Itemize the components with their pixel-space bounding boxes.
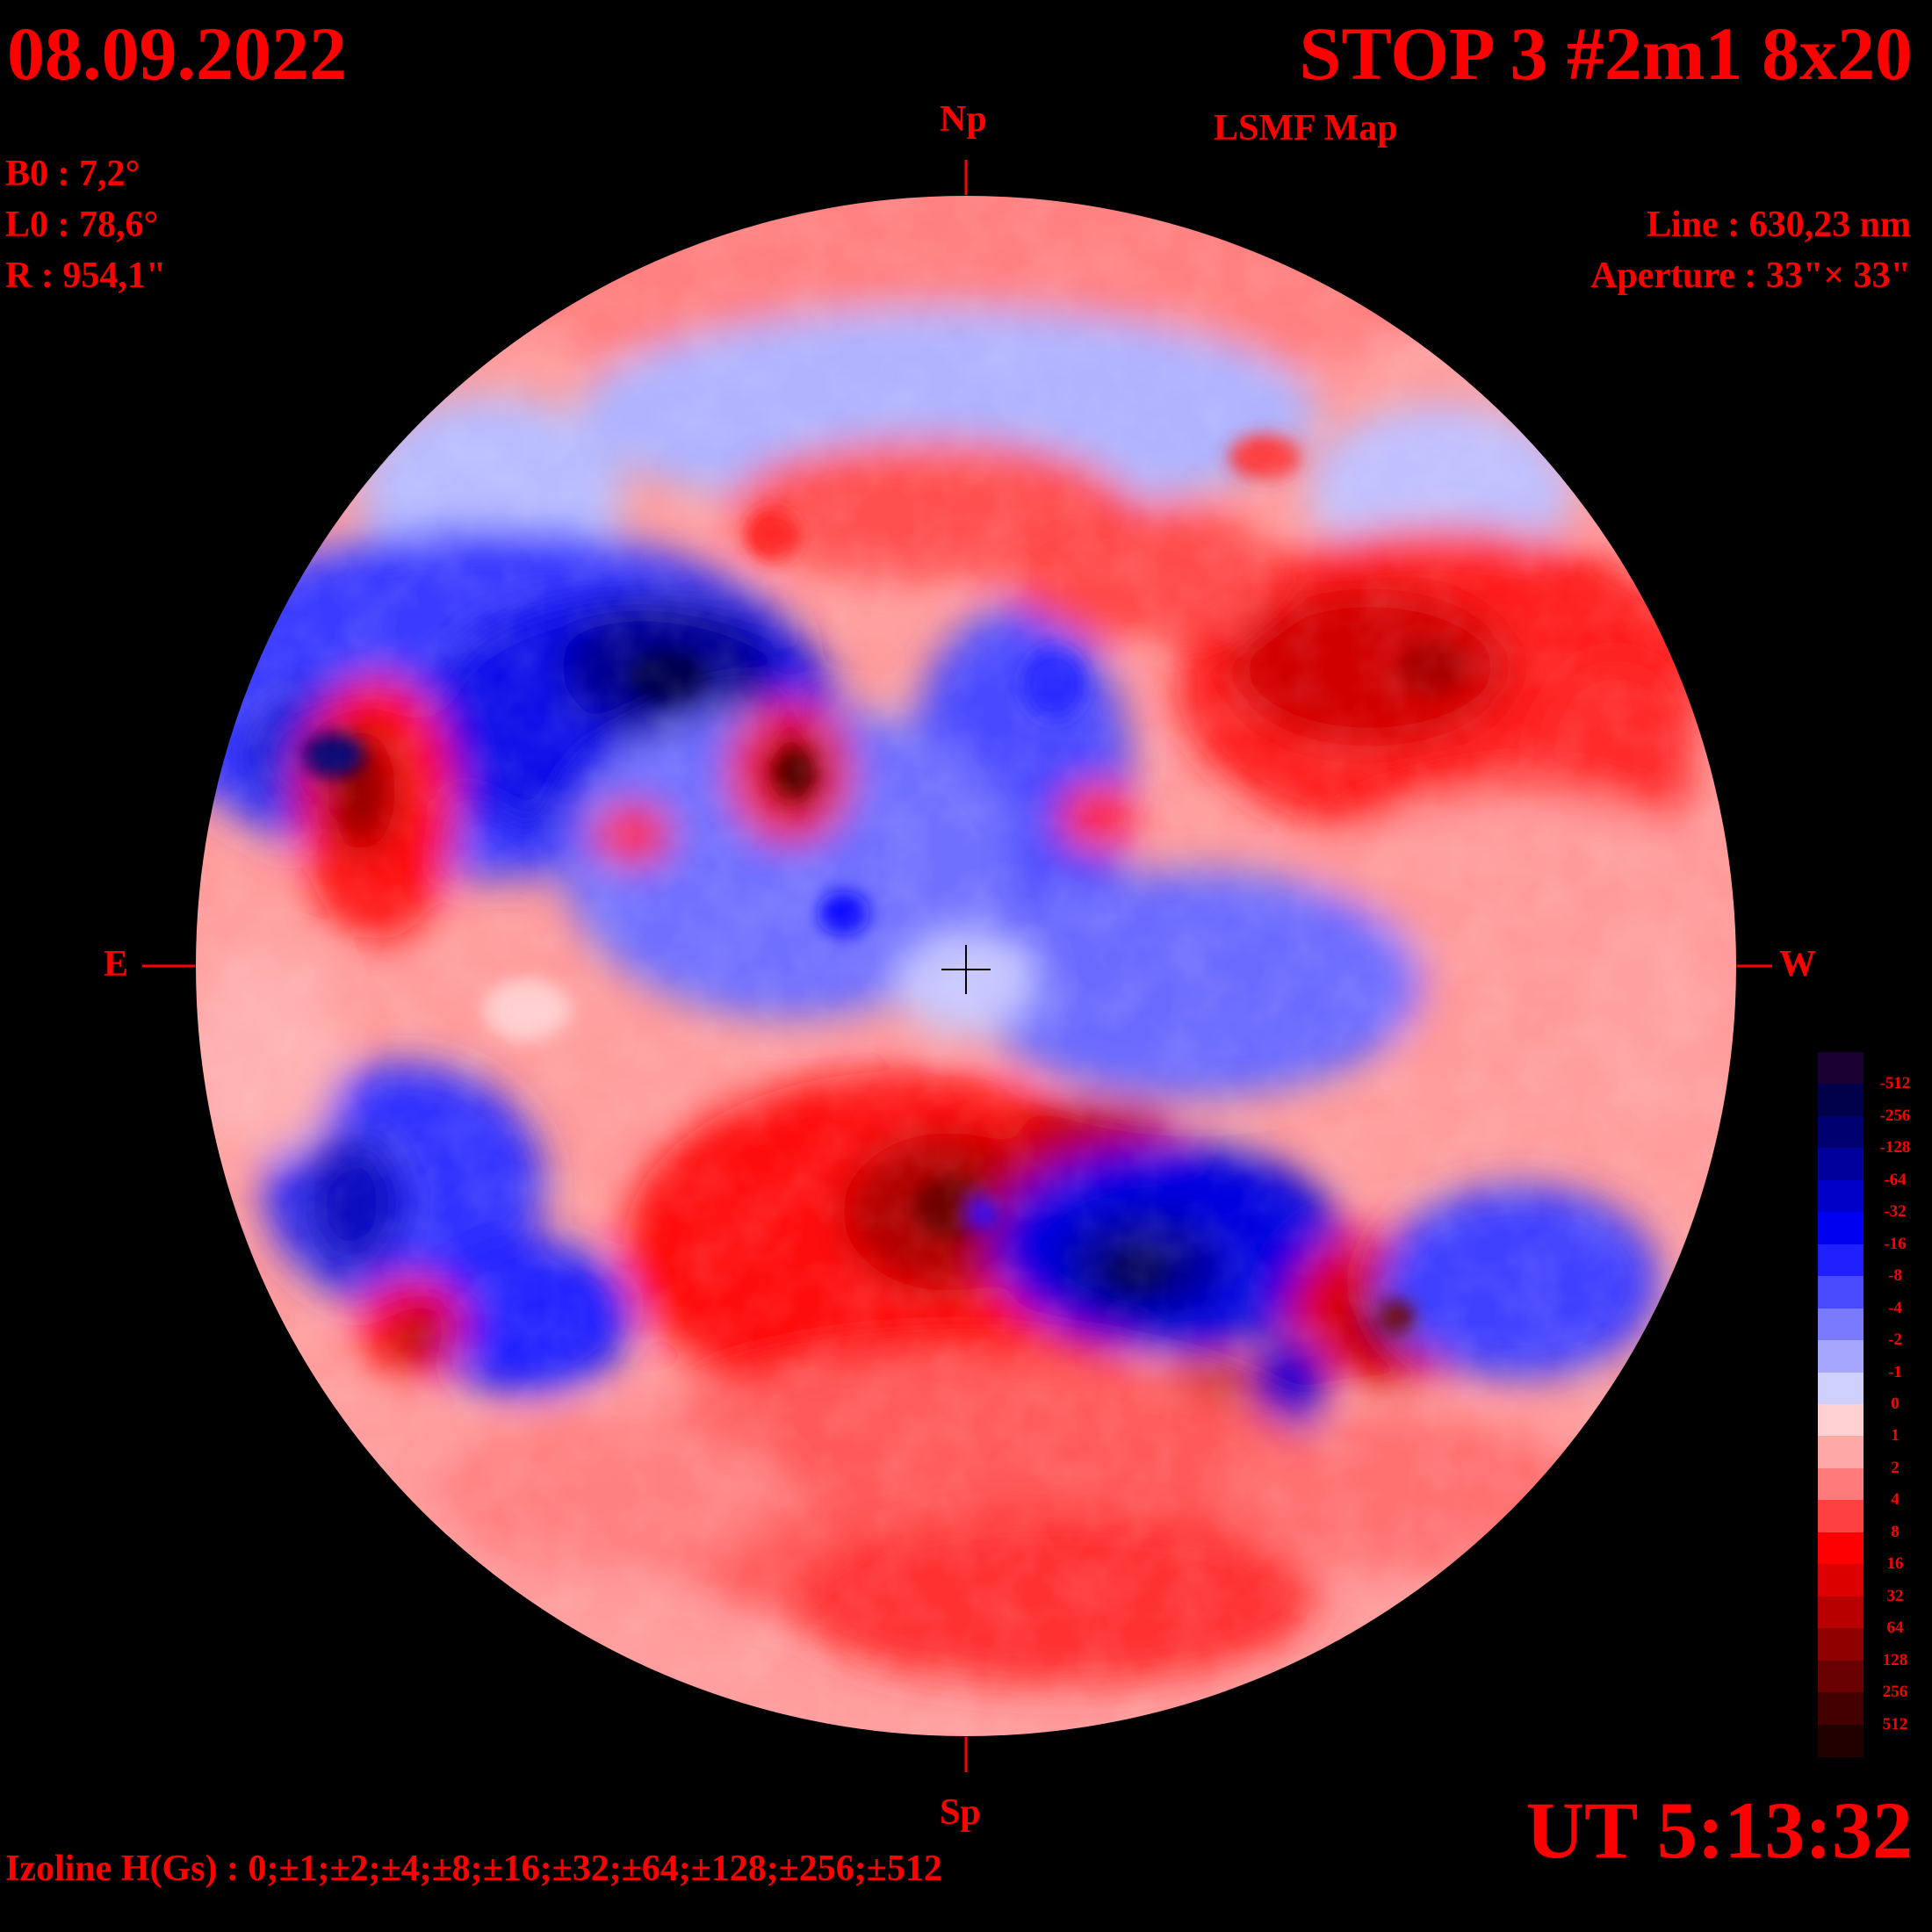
color-scale-label: 128 — [1882, 1650, 1908, 1669]
solar-disk — [195, 195, 1737, 1737]
color-scale-label: 4 — [1891, 1490, 1900, 1510]
color-scale-label: -128 — [1879, 1138, 1911, 1157]
color-scale-label: 512 — [1882, 1714, 1908, 1734]
color-scale-label: -2 — [1888, 1330, 1902, 1350]
west-label: W — [1779, 944, 1816, 984]
color-scale-segment — [1818, 1404, 1864, 1438]
color-scale-label: 0 — [1891, 1395, 1900, 1413]
color-scale-segment — [1818, 1596, 1864, 1630]
color-scale-segment — [1818, 1052, 1864, 1085]
color-scale-segment — [1818, 1308, 1864, 1342]
color-scale-segment — [1818, 1179, 1864, 1214]
color-scale-segment — [1818, 1115, 1864, 1150]
ut-time: UT 5:13:32 — [1525, 1785, 1913, 1875]
observation-date: 08.09.2022 — [7, 11, 347, 96]
line-wavelength: Line : 630,23 nm — [1646, 205, 1911, 245]
color-scale-segment — [1818, 1244, 1864, 1278]
color-scale-label: 256 — [1882, 1683, 1908, 1702]
color-scale-segment — [1818, 1660, 1864, 1694]
center-crosshair — [941, 945, 991, 994]
color-scale-segment — [1818, 1148, 1864, 1181]
color-scale-label: -1 — [1888, 1362, 1902, 1381]
color-scale-segment — [1818, 1084, 1864, 1117]
color-scale-segment — [1818, 1436, 1864, 1469]
izoline-legend: Izoline H(Gs) : 0;±1;±2;±4;±8;±16;±32;±6… — [5, 1849, 942, 1889]
color-scale-label: 8 — [1891, 1522, 1900, 1541]
color-scale-segment — [1818, 1532, 1864, 1566]
color-scale-label: 64 — [1886, 1618, 1904, 1638]
color-scale-segment — [1818, 1372, 1864, 1405]
param-l0: L0 : 78,6° — [5, 205, 159, 245]
param-b0: B0 : 7,2° — [5, 154, 141, 194]
color-scale-label: 1 — [1891, 1426, 1900, 1445]
color-scale-label: -16 — [1884, 1234, 1907, 1253]
color-scale-bar — [1818, 1052, 1864, 1757]
aperture-size: Aperture : 33"× 33" — [1590, 256, 1911, 296]
east-label: E — [104, 944, 129, 984]
color-scale-segment — [1818, 1467, 1864, 1502]
color-scale-segment — [1818, 1692, 1864, 1726]
color-scale-label: -4 — [1888, 1298, 1902, 1317]
color-scale-segment — [1818, 1628, 1864, 1662]
color-scale-segment — [1818, 1564, 1864, 1597]
color-scale-label: 16 — [1886, 1554, 1904, 1574]
color-scale-label: -8 — [1888, 1266, 1902, 1286]
color-scale-segment — [1818, 1724, 1864, 1757]
color-scale-label: -256 — [1879, 1106, 1911, 1125]
color-scale-segment — [1818, 1500, 1864, 1533]
map-subtitle: LSMF Map — [1214, 108, 1398, 148]
param-r: R : 954,1" — [5, 256, 167, 296]
color-scale-label: -512 — [1879, 1074, 1911, 1093]
map-title: STOP 3 #2m1 8x20 — [1299, 11, 1913, 96]
color-scale-label: -64 — [1884, 1170, 1907, 1189]
color-scale-segment — [1818, 1276, 1864, 1309]
color-scale-segment — [1818, 1340, 1864, 1373]
color-scale-label: 2 — [1891, 1458, 1900, 1477]
north-pole-label: Np — [940, 99, 987, 140]
color-scale-label: 32 — [1886, 1586, 1904, 1605]
color-scale-label: -32 — [1884, 1202, 1907, 1222]
south-pole-label: Sp — [940, 1792, 981, 1833]
color-scale-segment — [1818, 1212, 1864, 1245]
